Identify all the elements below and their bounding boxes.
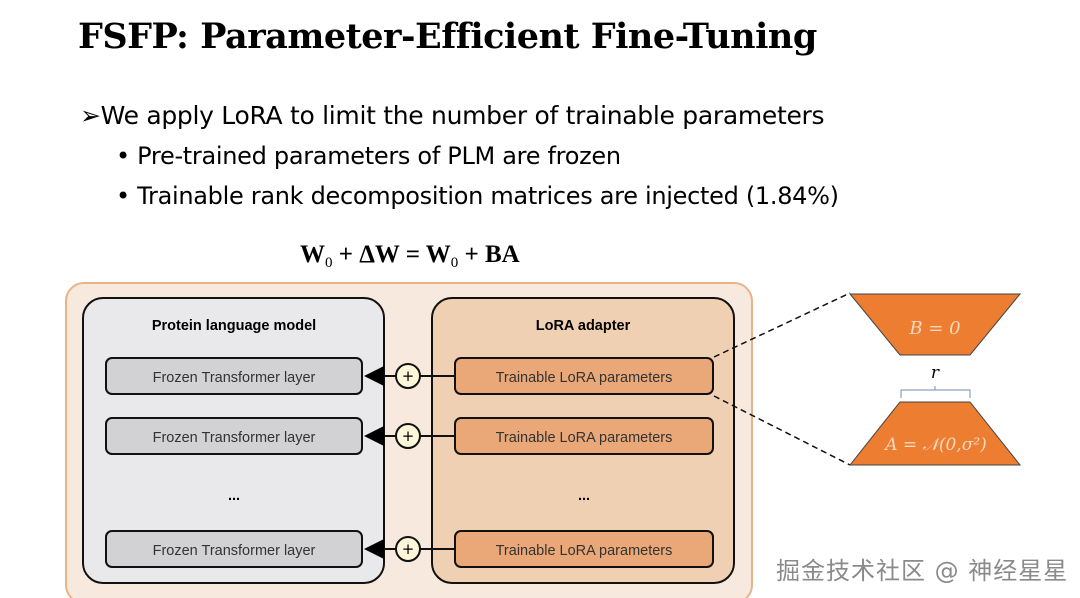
bullet-text: We apply LoRA to limit the number of tra… bbox=[100, 101, 825, 130]
frozen-layer-label: Frozen Transformer layer bbox=[153, 370, 316, 386]
add-icon bbox=[395, 363, 421, 389]
matrix-b-label: B = 0 bbox=[908, 318, 960, 339]
add-icon bbox=[395, 536, 421, 562]
ellipsis: ... bbox=[578, 488, 590, 504]
layer-row-2: Frozen Transformer layer Trainable LoRA … bbox=[105, 417, 714, 455]
bullet-arrow-icon: ➢ bbox=[80, 101, 101, 130]
layer-row-3: Frozen Transformer layer Trainable LoRA … bbox=[105, 530, 714, 568]
equation: W0 + ΔW = W0 + BA bbox=[300, 241, 520, 271]
frozen-layer-box bbox=[105, 417, 363, 455]
rank-brace bbox=[900, 386, 971, 398]
lora-layer-label: Trainable LoRA parameters bbox=[496, 430, 673, 446]
svg-text:+: + bbox=[402, 367, 415, 385]
lora-layer-label: Trainable LoRA parameters bbox=[496, 370, 673, 386]
sub-bullet-1: • Pre-trained parameters of PLM are froz… bbox=[116, 142, 621, 170]
frozen-layer-box bbox=[105, 530, 363, 568]
frozen-layer-label: Frozen Transformer layer bbox=[153, 430, 316, 446]
svg-text:+: + bbox=[402, 427, 415, 445]
bullet-main: ➢We apply LoRA to limit the number of tr… bbox=[80, 101, 825, 130]
matrix-b-trapezoid bbox=[848, 293, 1022, 356]
svg-text:+: + bbox=[402, 540, 415, 558]
dashed-connector bbox=[713, 395, 851, 466]
rank-label: r bbox=[931, 363, 940, 383]
lora-panel-title: LoRA adapter bbox=[536, 318, 631, 334]
watermark: 掘金技术社区 @ 神经星星 bbox=[776, 557, 1069, 585]
sub-bullet-2: • Trainable rank decomposition matrices … bbox=[116, 182, 839, 210]
layer-row-1: Frozen Transformer layer Trainable LoRA … bbox=[105, 357, 714, 395]
lora-layer-label: Trainable LoRA parameters bbox=[496, 543, 673, 559]
matrix-a-label: A = 𝒩(0,σ²) bbox=[883, 435, 987, 455]
dashed-connector bbox=[713, 292, 851, 358]
plm-panel-title: Protein language model bbox=[152, 318, 316, 334]
frozen-layer-box bbox=[105, 357, 363, 395]
add-icon bbox=[395, 423, 421, 449]
matrix-a-trapezoid bbox=[848, 401, 1022, 466]
slide-title: FSFP: Parameter-Efficient Fine-Tuning bbox=[78, 16, 817, 57]
frozen-layer-label: Frozen Transformer layer bbox=[153, 543, 316, 559]
ellipsis: ... bbox=[228, 488, 240, 504]
